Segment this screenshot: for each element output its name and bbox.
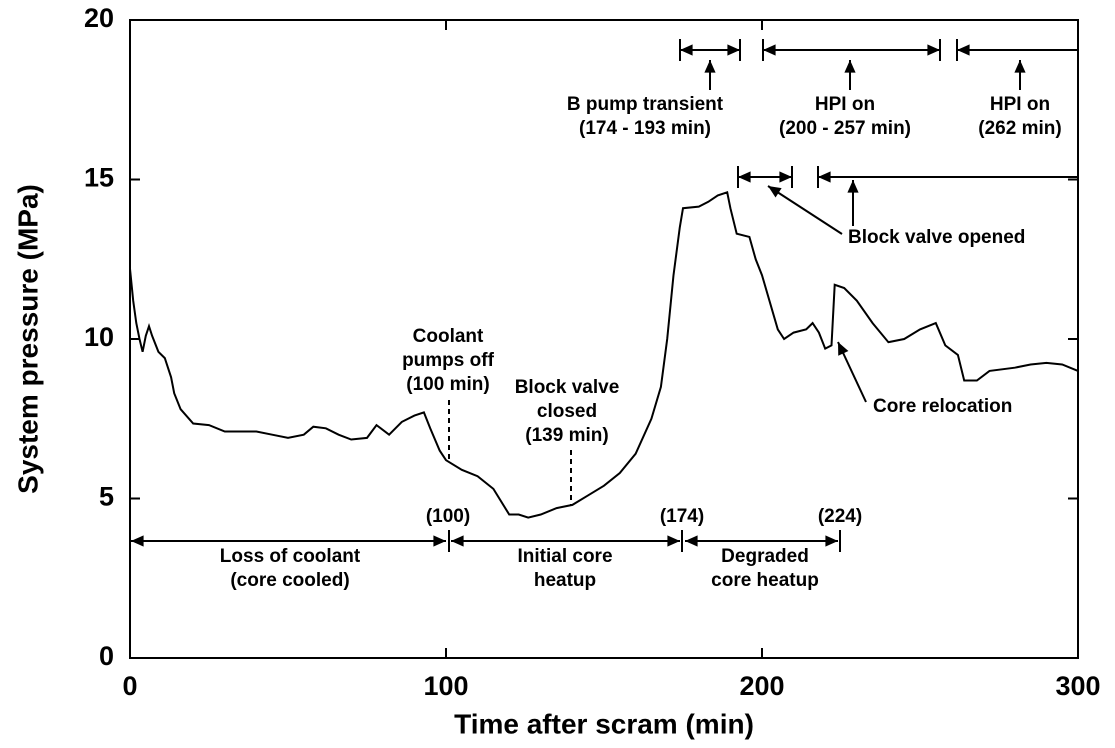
x-tick-label: 0 [122, 671, 137, 701]
y-axis-label: System pressure (MPa) [12, 184, 43, 494]
annotation: (139 min) [525, 425, 608, 446]
annotation: heatup [534, 570, 596, 591]
annotation: (200 - 257 min) [779, 118, 911, 139]
annotation: (174) [660, 506, 704, 527]
annotation: pumps off [402, 350, 494, 371]
y-tick-label: 0 [99, 641, 114, 671]
annotation: (100 min) [406, 374, 489, 395]
x-axis-label: Time after scram (min) [454, 708, 754, 739]
annotation: HPI on [990, 94, 1050, 115]
y-tick-label: 15 [84, 163, 114, 193]
annotation: Coolant [413, 326, 484, 347]
annotation: HPI on [815, 94, 875, 115]
annotation: Initial core [517, 546, 612, 567]
annotation: (174 - 193 min) [579, 118, 711, 139]
y-tick-label: 5 [99, 482, 114, 512]
annotation: Loss of coolant [220, 546, 361, 567]
annotation: (100) [426, 506, 470, 527]
annotation: closed [537, 401, 597, 422]
annotation: Core relocation [873, 396, 1012, 417]
annotation: (224) [818, 506, 862, 527]
annotation: (core cooled) [230, 570, 349, 591]
annotation: (262 min) [978, 118, 1061, 139]
annotation: Block valve opened [848, 227, 1025, 248]
x-tick-label: 300 [1055, 671, 1100, 701]
annotation-arrow [767, 185, 843, 235]
y-tick-label: 10 [84, 322, 114, 352]
annotation: core heatup [711, 570, 819, 591]
x-tick-label: 200 [739, 671, 784, 701]
annotation: Block valve [515, 377, 620, 398]
annotation: B pump transient [567, 94, 724, 115]
annotation: Degraded [721, 546, 809, 567]
pressure-line [129, 190, 1079, 519]
annotation-arrow [837, 341, 867, 403]
y-tick-label: 20 [84, 3, 114, 33]
x-tick-label: 100 [423, 671, 468, 701]
